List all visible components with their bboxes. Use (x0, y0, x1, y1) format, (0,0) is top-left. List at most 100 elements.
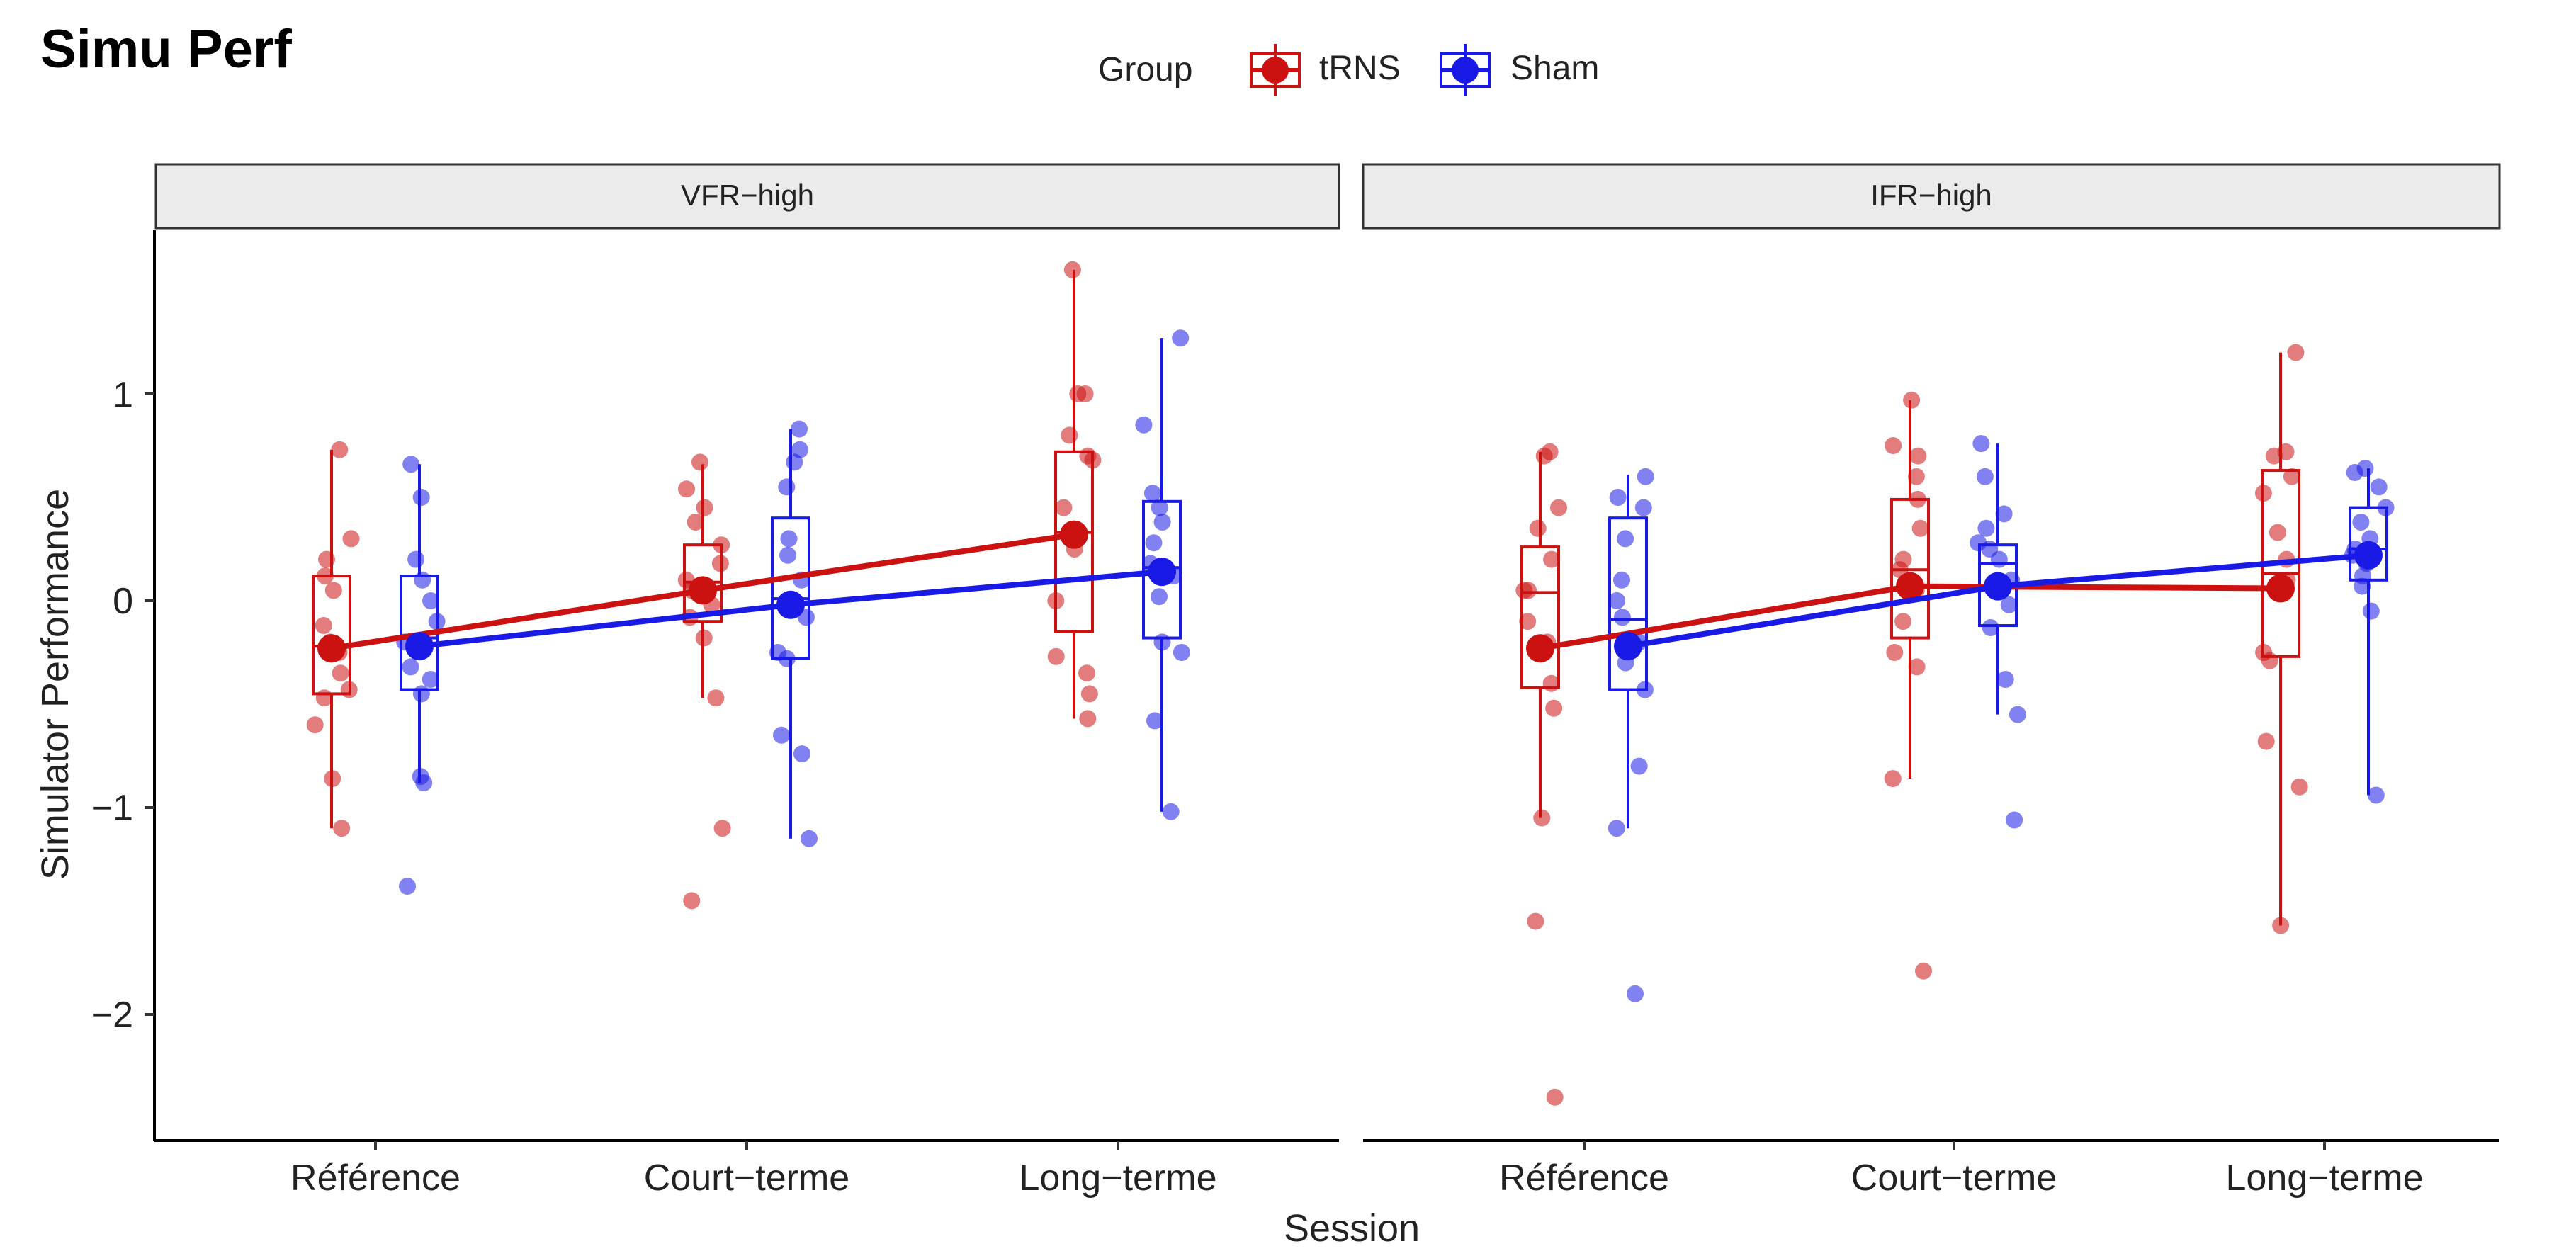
point-ifr-sham-reference (1609, 489, 1627, 506)
panel-strip-vfr-label: VFR−high (681, 179, 814, 212)
point-ifr-trns-court-terme (1886, 644, 1904, 661)
point-ifr-trns-reference (1529, 519, 1547, 537)
point-ifr-sham-reference (1613, 571, 1630, 589)
point-ifr-trns-reference (1533, 809, 1551, 827)
point-vfr-trns-reference (318, 550, 335, 568)
point-vfr-sham-reference (407, 550, 425, 568)
point-vfr-sham-reference (399, 878, 416, 895)
point-ifr-trns-court-terme (1894, 550, 1912, 568)
point-vfr-trns-long-terme (1079, 447, 1097, 465)
point-vfr-trns-long-terme (1061, 426, 1078, 444)
legend-title: Group (1098, 51, 1192, 89)
point-vfr-sham-court-terme (791, 441, 808, 458)
point-vfr-sham-court-terme (773, 726, 790, 744)
point-vfr-sham-reference (412, 768, 429, 786)
point-vfr-trns-court-terme (707, 689, 725, 707)
point-ifr-sham-court-terme (1970, 534, 1987, 552)
point-vfr-sham-long-terme (1145, 534, 1163, 552)
point-vfr-sham-court-terme (780, 530, 798, 548)
point-ifr-trns-reference (1543, 550, 1561, 568)
point-ifr-trns-long-terme (2255, 644, 2273, 661)
point-ifr-trns-long-terme (2272, 917, 2290, 934)
point-vfr-trns-long-terme (1063, 261, 1081, 278)
point-vfr-sham-court-terme (778, 478, 796, 496)
point-ifr-trns-reference (1546, 1088, 1564, 1106)
point-vfr-sham-reference (414, 571, 431, 589)
y-tick-label-1: 1 (113, 375, 133, 416)
legend-key-point (1452, 57, 1479, 84)
point-vfr-trns-long-terme (1079, 710, 1097, 728)
point-vfr-trns-long-terme (1047, 647, 1065, 665)
point-ifr-sham-court-terme (1972, 435, 1990, 453)
point-vfr-trns-reference (317, 567, 334, 584)
point-ifr-trns-reference (1542, 674, 1560, 692)
point-ifr-trns-court-terme (1884, 770, 1902, 788)
point-vfr-sham-long-terme (1172, 329, 1190, 347)
mean-point-ifr-trns-reference (1526, 634, 1554, 663)
point-ifr-trns-court-terme (1908, 658, 1926, 676)
mean-point-vfr-trns-long-terme (1060, 520, 1088, 549)
point-vfr-sham-court-terme (801, 830, 818, 847)
point-vfr-trns-reference (333, 820, 351, 837)
point-ifr-sham-long-terme (2356, 460, 2374, 477)
chart-title: Simu Perf (40, 19, 292, 79)
point-ifr-trns-court-terme (1911, 519, 1929, 537)
point-ifr-sham-court-terme (1982, 619, 1999, 636)
point-vfr-trns-reference (315, 617, 332, 634)
mean-point-vfr-sham-court-terme (776, 590, 805, 619)
panel-strip-vfr-bg (154, 163, 1340, 230)
mean-point-vfr-trns-reference (317, 634, 346, 663)
point-ifr-trns-court-terme (1885, 437, 1902, 454)
point-vfr-trns-court-terme (713, 820, 731, 837)
point-vfr-trns-reference (315, 689, 333, 707)
point-vfr-sham-long-terme (1146, 712, 1163, 730)
x-tick-label-ifr-reference: Référence (1499, 1158, 1669, 1199)
point-ifr-sham-reference (1627, 985, 1644, 1002)
point-ifr-sham-reference (1617, 530, 1634, 548)
point-vfr-trns-long-terme (1078, 664, 1095, 682)
point-ifr-trns-long-terme (2257, 732, 2275, 750)
mean-point-vfr-sham-reference (405, 632, 434, 661)
point-vfr-trns-reference (342, 530, 360, 548)
point-vfr-sham-long-terme (1162, 803, 1180, 820)
point-ifr-sham-reference (1634, 499, 1652, 516)
point-vfr-sham-reference (428, 613, 446, 630)
legend-label-trns: tRNS (1319, 50, 1401, 87)
point-vfr-sham-reference (402, 456, 420, 473)
point-ifr-trns-reference (1519, 613, 1537, 630)
point-vfr-sham-long-terme (1151, 588, 1168, 606)
point-vfr-trns-reference (331, 441, 349, 458)
point-vfr-sham-long-terme (1151, 499, 1168, 516)
point-ifr-sham-court-terme (2006, 811, 2023, 829)
point-ifr-trns-long-terme (2283, 468, 2300, 485)
point-ifr-sham-reference (1608, 592, 1626, 609)
panel-strip-vfr: VFR−high (154, 163, 1340, 230)
point-ifr-trns-long-terme (2277, 443, 2295, 460)
panel-strip-ifr: IFR−high (1362, 163, 2501, 230)
point-vfr-sham-reference (422, 671, 439, 688)
point-ifr-trns-long-terme (2287, 344, 2305, 361)
point-ifr-trns-long-terme (2269, 524, 2286, 541)
plot-layer (145, 261, 2395, 1150)
point-vfr-sham-court-terme (793, 745, 810, 763)
point-vfr-sham-long-terme (1153, 514, 1171, 531)
y-tick-label-minus1: −1 (91, 788, 133, 829)
point-vfr-trns-court-terme (691, 453, 708, 471)
point-ifr-trns-reference (1550, 499, 1567, 516)
point-vfr-trns-court-terme (683, 892, 701, 910)
legend-key-point (1262, 57, 1289, 84)
point-vfr-sham-long-terme (1173, 644, 1190, 661)
point-ifr-sham-court-terme (2000, 596, 2018, 613)
y-tick-label-0: 0 (113, 581, 133, 622)
point-vfr-trns-court-terme (678, 480, 695, 498)
point-vfr-trns-court-terme (713, 536, 730, 554)
point-ifr-trns-long-terme (2290, 778, 2308, 796)
mean-point-ifr-trns-court-terme (1896, 572, 1924, 601)
point-ifr-trns-court-terme (1903, 391, 1921, 409)
point-vfr-sham-reference (412, 685, 430, 703)
point-ifr-trns-reference (1541, 443, 1559, 460)
point-ifr-trns-reference (1527, 912, 1544, 930)
point-vfr-trns-court-terme (711, 555, 729, 572)
point-ifr-trns-reference (1545, 699, 1563, 717)
